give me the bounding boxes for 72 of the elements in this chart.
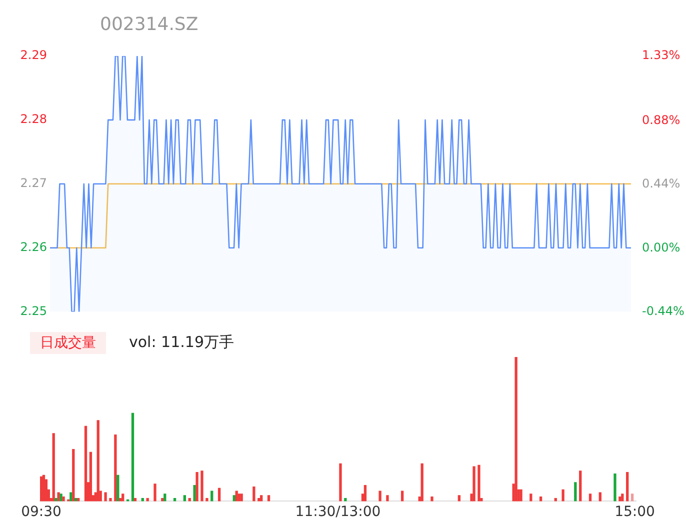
bar <box>89 452 92 502</box>
bar <box>232 495 236 502</box>
bar <box>109 498 112 502</box>
bar <box>267 495 270 502</box>
bar <box>146 498 149 502</box>
bar <box>183 495 186 502</box>
bar <box>588 494 592 502</box>
bar <box>60 494 62 502</box>
bar <box>520 489 522 502</box>
bar <box>618 496 622 502</box>
bar <box>539 496 542 502</box>
bar <box>574 482 577 502</box>
bar <box>154 484 156 502</box>
x-tick-label: 15:00 <box>614 504 655 520</box>
bar <box>196 472 198 502</box>
x-tick-label: 11:30/13:00 <box>295 504 381 520</box>
bar <box>210 490 214 502</box>
bar <box>240 494 243 502</box>
bar <box>96 420 100 502</box>
bar <box>44 479 48 502</box>
bar <box>116 474 120 502</box>
y-tick-label: 2.25 <box>20 304 47 318</box>
bar <box>52 433 55 502</box>
y-tick-label: 2.29 <box>20 48 47 62</box>
bar <box>84 426 88 502</box>
bar <box>364 485 367 502</box>
bar <box>472 466 476 502</box>
bar <box>72 448 75 502</box>
bar <box>478 464 480 502</box>
y2-tick-label: 1.33% <box>642 48 680 62</box>
bar <box>131 412 134 502</box>
bar <box>164 494 166 502</box>
bar <box>339 463 342 502</box>
y2-tick-label: 0.88% <box>642 113 680 128</box>
bar <box>430 496 434 502</box>
bar <box>122 494 124 502</box>
y2-tick-label: 0.44% <box>642 176 680 191</box>
bar <box>260 495 263 502</box>
y-tick-label: 2.27 <box>20 176 47 190</box>
chart-title: 002314.SZ <box>100 14 198 35</box>
text: 日成交量 <box>30 332 106 354</box>
y2-tick-label: 0.00% <box>642 240 680 254</box>
bar <box>630 494 634 502</box>
bar <box>57 492 60 502</box>
bar <box>420 463 424 502</box>
bar <box>530 494 532 502</box>
bar <box>218 488 221 502</box>
bar <box>252 486 256 502</box>
bar <box>562 489 564 502</box>
bar <box>386 495 389 502</box>
bar <box>378 490 382 502</box>
bar <box>200 470 204 502</box>
y2-tick-label: -0.44% <box>642 304 684 318</box>
bar <box>104 492 107 502</box>
bar <box>614 473 616 502</box>
y-tick-label: 2.26 <box>20 240 47 254</box>
bar <box>114 434 117 502</box>
bar <box>193 485 196 502</box>
bar <box>598 492 602 502</box>
bar <box>514 357 518 502</box>
x-tick-label: 09:30 <box>21 504 62 520</box>
bar <box>400 490 404 502</box>
bar <box>621 494 624 502</box>
bar <box>458 495 461 502</box>
bar <box>70 492 72 502</box>
bar <box>62 496 65 502</box>
bar <box>206 498 208 502</box>
text: vol: 11.19万手 <box>129 333 234 352</box>
bar <box>579 470 582 502</box>
bar <box>40 476 43 502</box>
bar <box>626 472 629 502</box>
y-tick-label: 2.28 <box>20 112 47 126</box>
